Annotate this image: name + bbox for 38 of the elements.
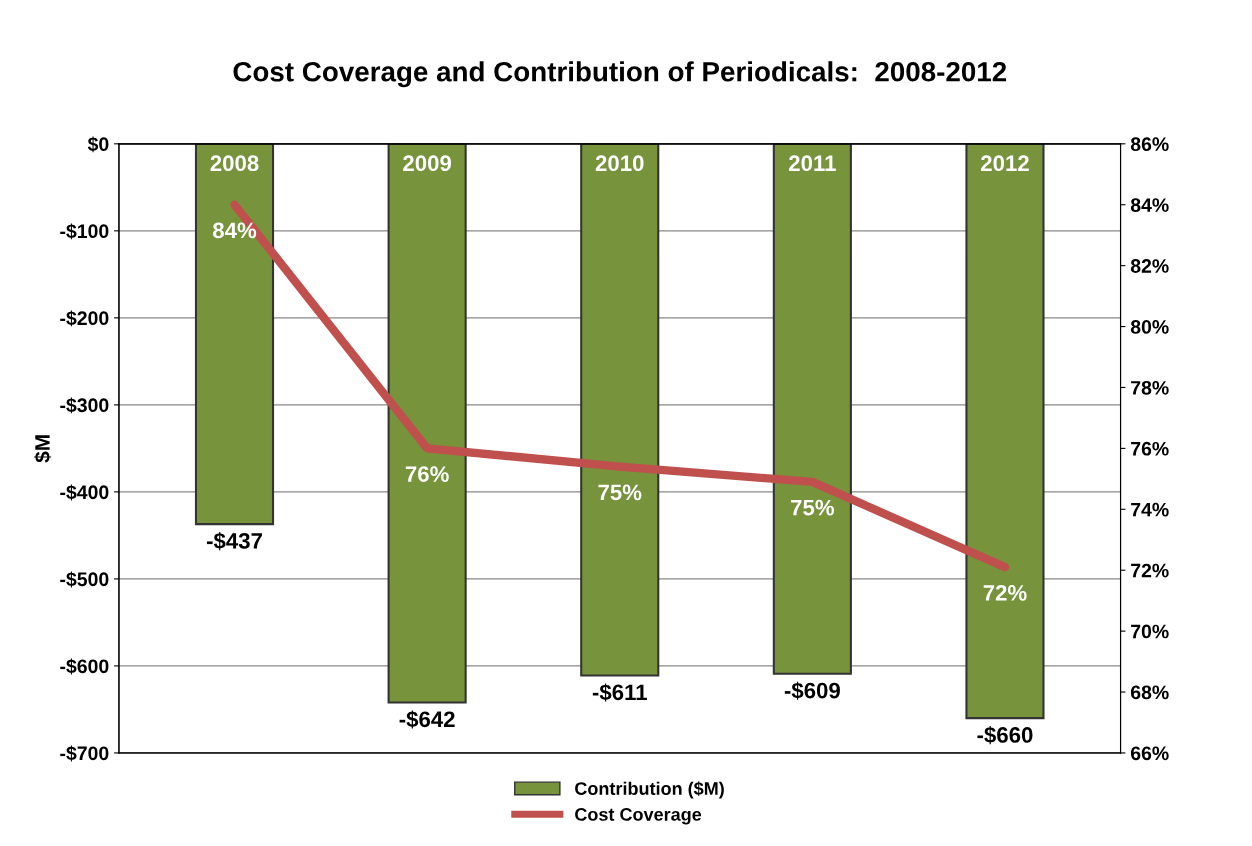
- x-tick-label: 2009: [403, 155, 452, 172]
- data-label: -$660: [977, 726, 1033, 745]
- data-label: 84%: [212, 222, 257, 239]
- data-label: 76%: [405, 466, 449, 482]
- y2-tick-label: 66%: [1130, 746, 1169, 761]
- y2-tick-label: 78%: [1131, 380, 1169, 395]
- legend-label: Cost Coverage: [575, 808, 702, 825]
- data-label: 75%: [598, 484, 642, 501]
- data-label: -$437: [206, 532, 262, 551]
- data-label: -$642: [399, 710, 455, 729]
- y-tick-label: -$500: [60, 571, 109, 588]
- y2-tick-label: 72%: [1131, 563, 1169, 578]
- data-label: -$611: [592, 683, 647, 702]
- legend-label: Contribution ($M): [575, 781, 724, 799]
- x-tick-label: 2012: [981, 155, 1029, 172]
- y-tick-label: -$300: [60, 397, 109, 414]
- y2-tick-label: 80%: [1130, 320, 1169, 334]
- data-label: 72%: [983, 584, 1027, 601]
- y-axis-title: $M: [34, 435, 52, 463]
- y2-tick-label: 68%: [1130, 685, 1169, 700]
- x-tick-label: 2011: [789, 155, 836, 172]
- y2-tick-label: 70%: [1131, 624, 1169, 639]
- y-tick-label: -$700: [60, 745, 109, 762]
- data-label: 75%: [791, 499, 835, 516]
- y-tick-label: $0: [87, 136, 109, 153]
- y-tick-label: -$600: [60, 658, 109, 675]
- y2-tick-label: 74%: [1131, 502, 1169, 517]
- x-tick-label: 2010: [595, 155, 644, 172]
- y-tick-label: -$200: [60, 310, 109, 327]
- y2-tick-label: 76%: [1131, 441, 1169, 456]
- y2-tick-label: 84%: [1130, 198, 1169, 212]
- chart-title: Cost Coverage and Contribution of Periodicals: 2008-2012: [233, 61, 1007, 88]
- y-tick-label: -$100: [60, 223, 109, 240]
- y2-tick-label: 82%: [1130, 259, 1169, 273]
- y-tick-label: -$400: [60, 484, 109, 501]
- x-tick-label: 2008: [210, 155, 259, 172]
- data-label: -$609: [784, 681, 840, 700]
- y2-tick-label: 86%: [1130, 137, 1169, 152]
